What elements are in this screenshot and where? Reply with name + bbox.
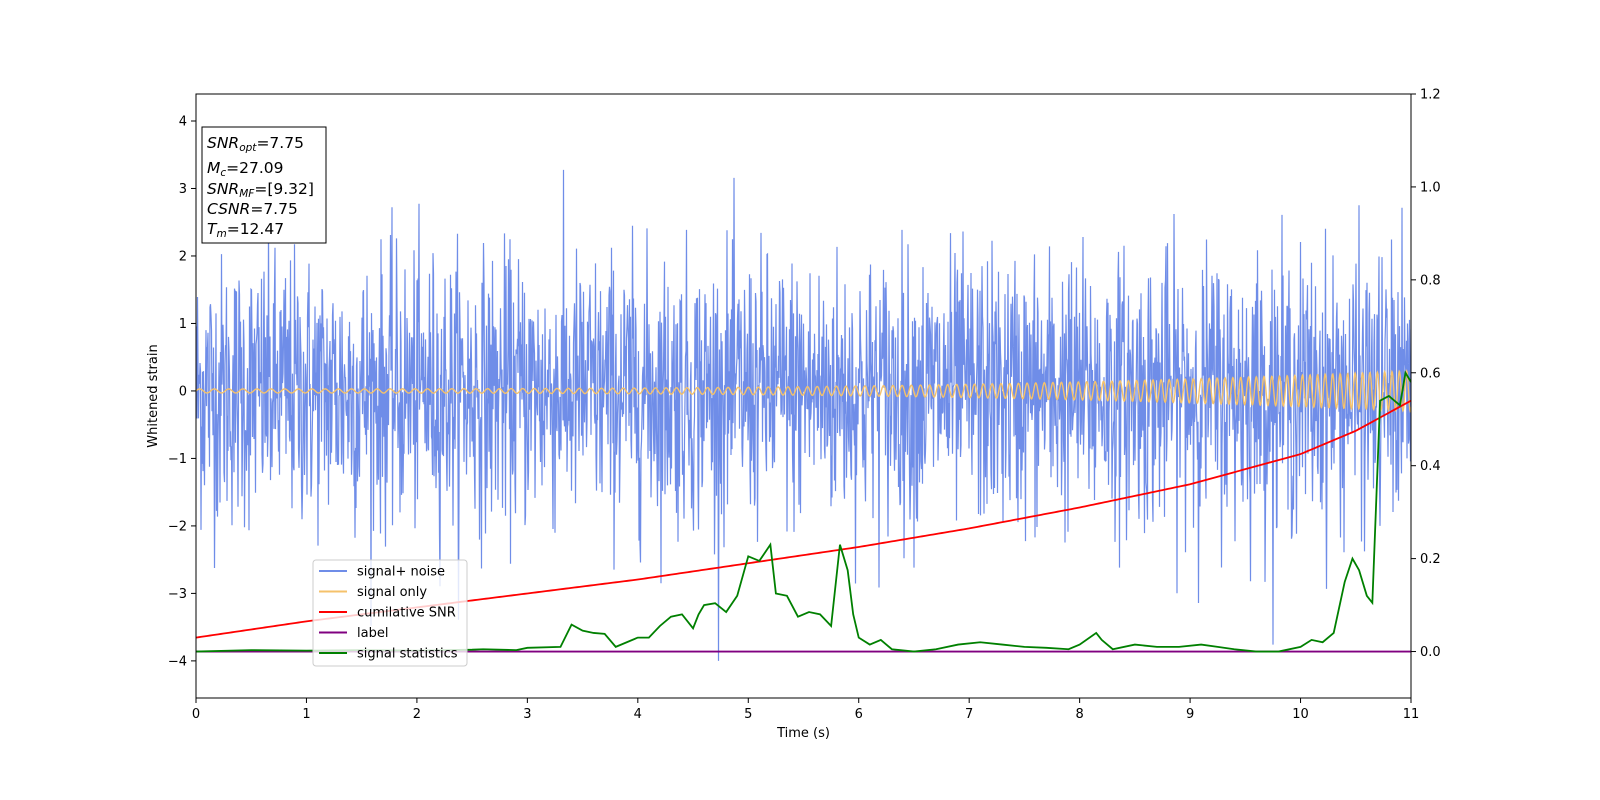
x-axis-ticks: 0 1 2 3 4 5 6 7 8 9 10 11 <box>192 698 1419 722</box>
legend-label: cumilative SNR <box>357 606 456 621</box>
x-tick-label: 5 <box>744 707 752 722</box>
y-tick-label: −1 <box>168 452 187 467</box>
y2-tick-label: 0.8 <box>1420 273 1441 288</box>
plot-frame <box>195 93 1412 699</box>
legend-label: label <box>357 626 388 641</box>
x-tick-label: 10 <box>1292 707 1309 722</box>
y2-tick-label: 0.2 <box>1420 552 1441 567</box>
series-signal-only <box>196 369 1411 413</box>
x-tick-label: 4 <box>634 707 642 722</box>
x-tick-label: 0 <box>192 707 200 722</box>
x-tick-label: 7 <box>965 707 973 722</box>
y2-tick-label: 0.0 <box>1420 645 1441 660</box>
info-box: SNRopt=7.75 Mc=27.09SNRMF=[9.32]CSNR=7.75… <box>201 126 327 244</box>
legend-label: signal only <box>357 585 427 600</box>
y-tick-label: 2 <box>179 249 187 264</box>
series-signal-statistics <box>196 370 1411 653</box>
x-tick-label: 11 <box>1403 707 1420 722</box>
y-tick-label: −2 <box>168 519 187 534</box>
series-signal-noise <box>196 169 1411 661</box>
info-line: Mc=27.09 <box>207 159 284 179</box>
y-tick-label: 1 <box>179 317 187 332</box>
legend-frame <box>312 559 468 667</box>
y2-tick-label: 0.4 <box>1420 459 1441 474</box>
y2-tick-label: 1.0 <box>1420 180 1441 195</box>
y-tick-label: −4 <box>168 654 187 669</box>
y2-tick-label: 0.6 <box>1420 366 1441 381</box>
x-tick-label: 6 <box>855 707 863 722</box>
info-box-frame <box>201 126 327 244</box>
x-axis-label: Time (s) <box>776 726 830 741</box>
x-tick-label: 8 <box>1075 707 1083 722</box>
y-tick-label: 3 <box>179 182 187 197</box>
info-line: CSNR=7.75 <box>207 200 298 218</box>
y2-axis-ticks: 0.0 0.2 0.4 0.6 0.8 1.0 1.2 <box>1411 88 1441 660</box>
y-axis-ticks: −4 −3 −2 −1 0 1 2 3 4 <box>168 114 196 669</box>
x-tick-label: 1 <box>302 707 310 722</box>
legend-label: signal+ noise <box>357 565 445 580</box>
x-tick-label: 2 <box>413 707 421 722</box>
legend-label: signal statistics <box>357 647 458 662</box>
info-line: Tm=12.47 <box>207 220 284 240</box>
y-tick-label: 0 <box>179 384 187 399</box>
y-tick-label: −3 <box>168 587 187 602</box>
y2-tick-label: 1.2 <box>1420 88 1441 103</box>
info-line: SNRMF=[9.32] <box>207 180 314 200</box>
x-tick-label: 3 <box>523 707 531 722</box>
info-line: SNRopt=7.75 <box>207 134 304 154</box>
legend: signal+ noise signal only cumilative SNR la… <box>312 559 468 667</box>
y-axis-label: Whitened strain <box>146 344 161 447</box>
y-tick-label: 4 <box>179 114 187 129</box>
x-tick-label: 9 <box>1186 707 1194 722</box>
